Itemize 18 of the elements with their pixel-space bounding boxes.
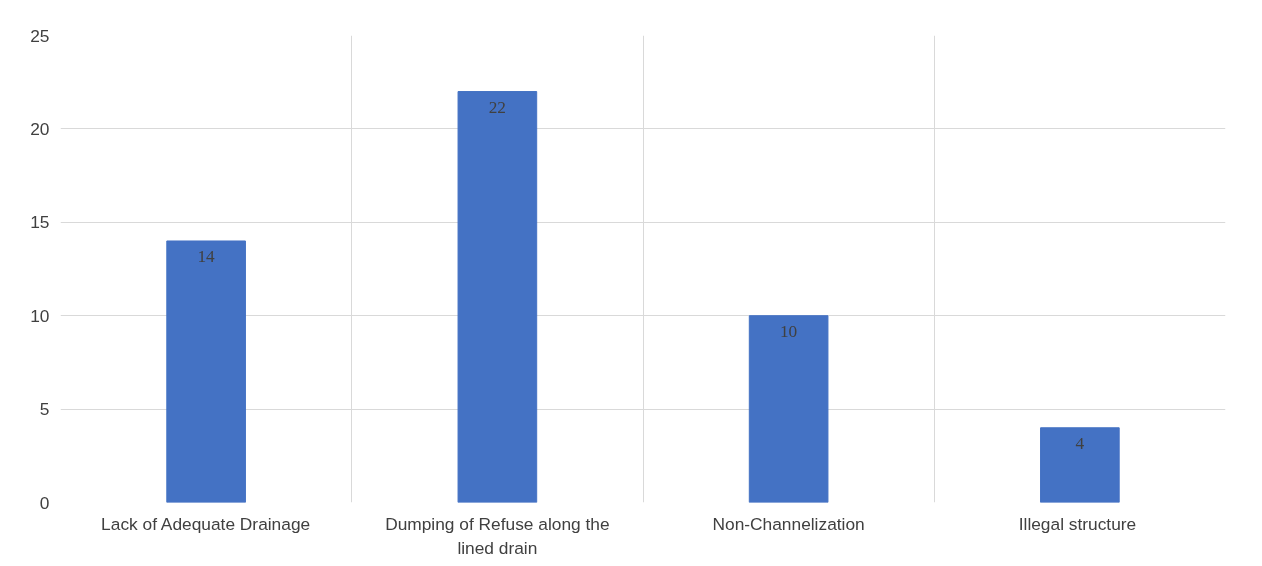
data-label: 4 [1075, 433, 1085, 453]
y-tick-label: 10 [30, 305, 50, 326]
y-tick-label: 20 [30, 118, 50, 139]
bar [748, 315, 829, 503]
y-tick-label: 25 [30, 25, 50, 46]
bar [166, 240, 246, 503]
x-tick-label: Dumping of Refuse along the lined drain [385, 513, 610, 558]
x-tick-label: Non-Channelization [712, 513, 865, 534]
data-label: 22 [488, 97, 507, 117]
y-tick-label: 0 [39, 492, 50, 513]
y-tick-label: 5 [39, 399, 50, 420]
x-tick-label: Lack of Adequate Drainage [101, 513, 311, 534]
bar [457, 91, 538, 503]
data-label: 10 [779, 321, 798, 341]
y-tick-label: 15 [30, 212, 50, 233]
bar [1040, 427, 1120, 503]
x-tick-label: Illegal structure [1018, 513, 1137, 534]
data-label: 14 [197, 246, 216, 266]
